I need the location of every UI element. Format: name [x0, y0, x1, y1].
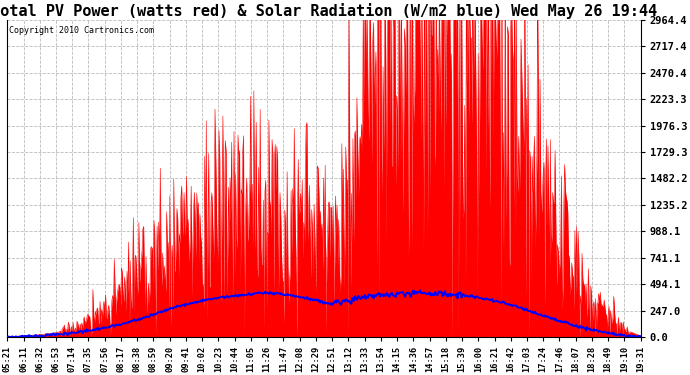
Text: Copyright 2010 Cartronics.com: Copyright 2010 Cartronics.com — [8, 26, 154, 35]
Title: Total PV Power (watts red) & Solar Radiation (W/m2 blue) Wed May 26 19:44: Total PV Power (watts red) & Solar Radia… — [0, 3, 657, 19]
